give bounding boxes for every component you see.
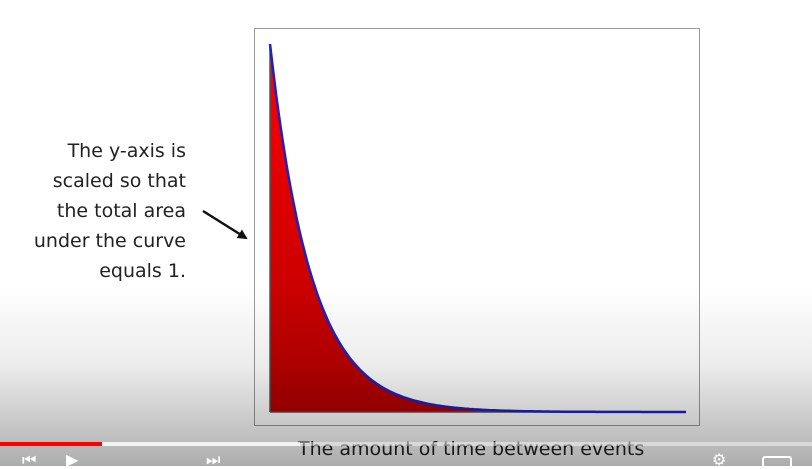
area-under-curve (270, 44, 686, 412)
next-icon[interactable]: ⏭ (206, 450, 221, 469)
prev-icon[interactable]: ⏮ (22, 450, 37, 469)
annotation-line-4: under the curve (33, 230, 186, 252)
annotation-arrow (202, 209, 248, 240)
progress-played (0, 442, 102, 446)
annotation-line-2: scaled so that (52, 170, 186, 192)
annotation-line-1: The y-axis is (67, 140, 186, 162)
annotation-line-5: equals 1. (99, 260, 186, 282)
annotation-line-3: the total area (56, 200, 186, 222)
annotation-text: The y-axis is scaled so that the total a… (10, 136, 186, 286)
progress-bar[interactable] (0, 442, 812, 446)
play-icon[interactable]: ▶ (66, 450, 79, 469)
settings-icon[interactable]: ⚙ (712, 450, 727, 469)
progress-buffered (0, 442, 301, 446)
x-axis-caption: The amount of time between events (298, 438, 645, 460)
density-curve (268, 43, 686, 414)
fullscreen-icon[interactable] (762, 456, 792, 468)
